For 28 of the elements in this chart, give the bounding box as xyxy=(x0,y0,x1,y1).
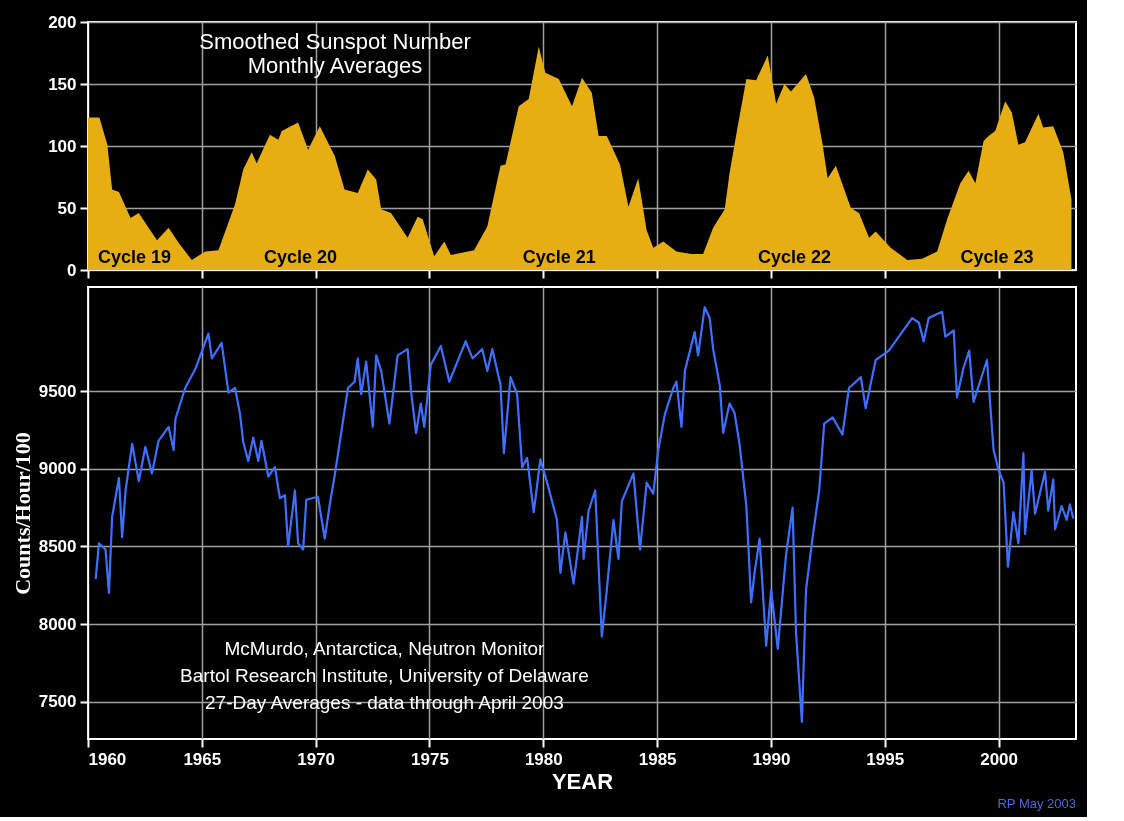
y-tick-label: 7500 xyxy=(38,692,77,712)
y-axis-title: Counts/Hour/100 xyxy=(9,432,35,595)
x-tick-label: 1965 xyxy=(183,749,222,769)
y-tick-label: 9000 xyxy=(38,459,77,479)
x-tick-label: 1960 xyxy=(88,749,127,769)
y-tick-label: 8500 xyxy=(38,536,77,556)
y-tick-label: 8000 xyxy=(38,614,77,634)
x-tick-label: 1990 xyxy=(752,749,791,769)
x-tick-label: 1980 xyxy=(524,749,563,769)
x-tick-label: 1995 xyxy=(866,749,905,769)
annotation: Cycle 23 xyxy=(960,247,1034,267)
annotation: Cycle 21 xyxy=(522,247,596,267)
annotation: Cycle 20 xyxy=(263,247,337,267)
y-tick-label: 150 xyxy=(48,74,77,94)
annotation: Cycle 22 xyxy=(757,247,831,267)
x-tick-label: 1985 xyxy=(638,749,677,769)
y-tick-label: 100 xyxy=(48,136,77,156)
annotation: Cycle 19 xyxy=(97,247,171,267)
y-tick-label: 200 xyxy=(48,12,77,32)
y-tick-label: 9500 xyxy=(38,381,77,401)
x-tick-label: 2000 xyxy=(980,749,1019,769)
y-tick-label: 50 xyxy=(57,198,77,218)
x-axis-title: YEAR xyxy=(551,768,614,794)
line-series xyxy=(94,306,1075,724)
text: RP May 2003 xyxy=(997,796,1076,811)
y-tick-label: 0 xyxy=(67,260,77,280)
x-tick-label: 1970 xyxy=(297,749,336,769)
x-tick-label: 1975 xyxy=(411,749,449,769)
